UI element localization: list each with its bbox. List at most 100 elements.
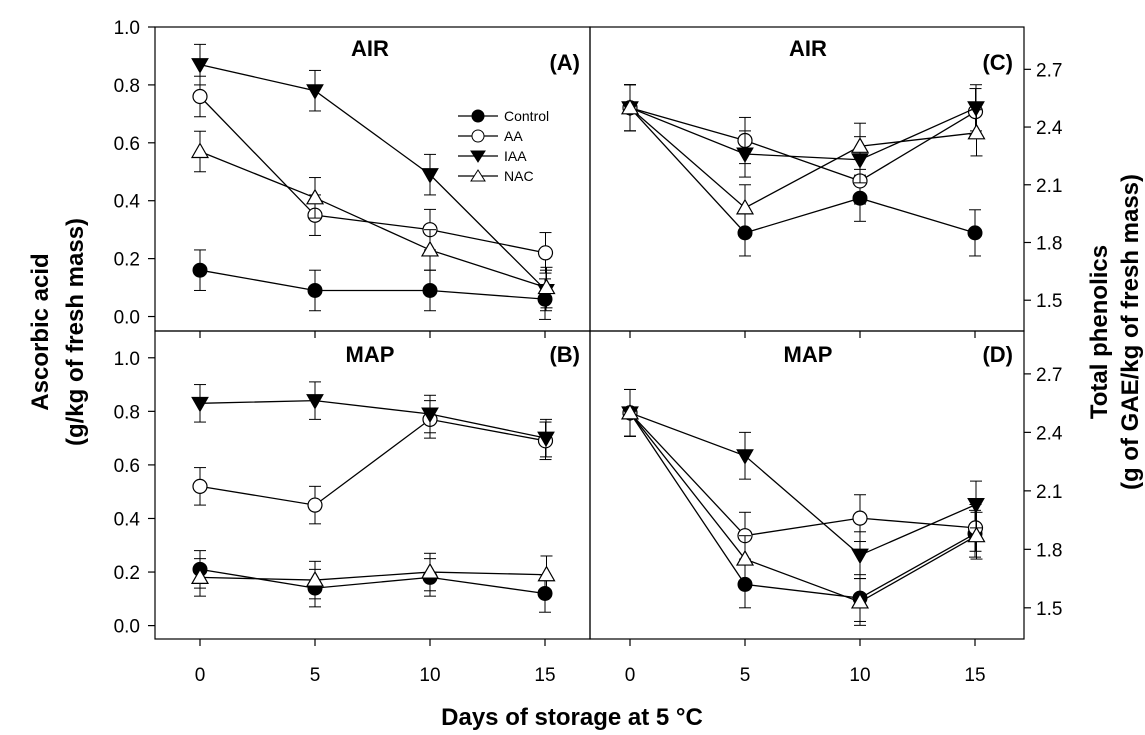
y-axis-label-left-line1: Ascorbic acid [27, 253, 54, 410]
panel-a-series-iaa-line [199, 64, 547, 291]
panel-b-label: (B) [549, 342, 580, 367]
panel-b-series-nac-point-3 [537, 565, 556, 582]
panel-b-ytick-label-0-8: 0.8 [114, 402, 140, 423]
panel-a-series-control-point-0 [192, 262, 208, 278]
legend-marker-aa [471, 129, 485, 143]
panel-c-ytick-label-1-8: 1.8 [1036, 233, 1062, 254]
panel-c-series-control-point-3 [967, 225, 983, 241]
panel-b-series-iaa-point-1 [306, 394, 324, 410]
legend: Control AA IAA NAC [458, 108, 549, 184]
panel-b-series-iaa-point-2 [421, 407, 439, 424]
panel-b-xtick-label-0: 0 [195, 665, 206, 686]
panel-a-series-aa-point-3 [537, 245, 554, 261]
panel-a-series-iaa-point-0 [191, 58, 209, 74]
panel-d-ytick-label-2-1: 2.1 [1036, 482, 1062, 503]
panel-b-series-aa-point-1 [307, 497, 323, 513]
panel-d-series-iaa-point-3 [967, 497, 985, 514]
y-axis-label-left-line2: (g/kg of fresh mass) [62, 218, 89, 446]
plot-layer: 0.0 0.2 0.4 0.6 0.8 1.0 0.0 0.2 0.4 0.6 0.8 1.0 0 5 10… [114, 18, 1063, 686]
panel-d-xtick-label-5: 5 [740, 665, 751, 686]
panel-b-series-iaa-line [199, 399, 547, 439]
panel-a-ytick-label-1-0: 1.0 [114, 18, 140, 39]
y-axis-label-right-line2: (g of GAE/kg of fresh mass) [1117, 174, 1144, 490]
panel-d-series-nac-point-2 [850, 592, 870, 609]
panel-c-ytick-label-1-5: 1.5 [1036, 291, 1062, 312]
panel-d-series-iaa-point-1 [736, 449, 754, 465]
panel-c-series-aa-line [629, 107, 976, 182]
panel-d-ytick-label-2-4: 2.4 [1036, 423, 1063, 444]
legend-label-control: Control [504, 108, 549, 124]
panel-d-label: (D) [982, 342, 1013, 367]
panel-a-ytick-label-0-0: 0.0 [114, 308, 140, 329]
panel-c-series-nac-line [629, 107, 977, 209]
panel-b-ytick-label-0-2: 0.2 [114, 563, 140, 584]
panel-a-series-aa-line [199, 96, 546, 254]
panel-b-series-iaa-point-3 [537, 431, 555, 448]
panel-c-title: AIR [789, 36, 827, 61]
panel-d-series-nac-line [629, 412, 977, 603]
legend-label-nac: NAC [504, 168, 534, 184]
panel-b-xtick-label-15: 15 [534, 665, 555, 686]
panel-d-series-nac-point-3 [967, 526, 986, 543]
panel-c-series-nac-point-3 [967, 123, 986, 140]
panel-b-series-nac-point-0 [190, 568, 210, 585]
panel-c-ytick-label-2-1: 2.1 [1036, 176, 1062, 197]
panel-a-label: (A) [549, 50, 580, 75]
panel-c-series-iaa-point-1 [736, 147, 754, 163]
panel-a-ytick-label-0-8: 0.8 [114, 76, 140, 97]
panel-b-frame [154, 330, 591, 640]
legend-entry-control: Control [458, 108, 549, 124]
panel-b-ytick-label-0-6: 0.6 [114, 456, 140, 477]
panel-b-series-aa-point-0 [192, 478, 208, 494]
panel-c-frame [589, 26, 1025, 332]
panel-b-series-nac-point-2 [420, 562, 440, 579]
panel-c-ytick-label-2-7: 2.7 [1036, 60, 1062, 81]
panel-b-series-nac-point-1 [305, 570, 325, 587]
legend-label-aa: AA [504, 128, 523, 144]
legend-marker-control [471, 109, 485, 123]
panel-c-ytick-label-2-4: 2.4 [1036, 118, 1063, 139]
legend-label-iaa: IAA [504, 148, 527, 164]
panel-d-series-nac-point-1 [735, 549, 755, 566]
panel-a-series-aa-point-0 [192, 88, 208, 105]
panel-b-title: MAP [346, 342, 395, 367]
panel-d-series-iaa-point-2 [851, 548, 869, 565]
panel-a-series-nac-point-2 [420, 240, 440, 257]
panel-d-series-iaa-line [629, 412, 977, 556]
panel-a-ytick-label-0-4: 0.4 [114, 192, 141, 213]
panel-c-series-nac-point-0 [620, 98, 640, 115]
panel-a-series-control-line [199, 269, 546, 300]
panel-c-label: (C) [982, 50, 1013, 75]
panel-d-frame [589, 330, 1025, 640]
legend-marker-nac [470, 169, 486, 182]
panel-b-xtick-label-10: 10 [419, 665, 440, 686]
panel-a-series-nac-point-0 [190, 142, 210, 159]
panel-a-series-nac-point-3 [537, 278, 556, 295]
y-axis-label-right-line1: Total phenolics [1086, 245, 1113, 419]
panel-d-ytick-label-1-5: 1.5 [1036, 599, 1062, 620]
panel-d-xtick-label-15: 15 [964, 665, 985, 686]
legend-marker-iaa [470, 150, 486, 163]
panel-b-ytick-label-0-0: 0.0 [114, 617, 140, 638]
panel-a-ytick-label-0-6: 0.6 [114, 134, 140, 155]
panel-b-series-aa-line [199, 418, 546, 506]
panel-c-series-control-line [629, 107, 976, 234]
panel-c-series-nac-point-1 [735, 198, 755, 215]
panel-b-ytick-label-1-0: 1.0 [114, 349, 140, 370]
panel-c-series-nac-point-2 [850, 137, 870, 153]
panel-d-series-control-line [629, 412, 976, 599]
panel-a-ytick-label-0-2: 0.2 [114, 250, 140, 271]
panel-a-series-nac-point-1 [305, 188, 325, 205]
panel-d-series-aa-point-2 [852, 510, 868, 526]
panel-b-ytick-label-0-4: 0.4 [114, 509, 141, 530]
panel-b-series-iaa-point-0 [191, 396, 209, 413]
panel-a-series-nac-line [199, 150, 547, 289]
panel-a-series-iaa-point-2 [421, 168, 439, 184]
panel-d-xtick-label-0: 0 [625, 665, 636, 686]
panel-d-title: MAP [784, 342, 833, 367]
panel-a-title: AIR [351, 36, 389, 61]
panel-a-series-control-point-1 [307, 282, 323, 298]
panel-a-series-control-point-2 [422, 282, 438, 298]
panel-b-series-nac-line [199, 571, 547, 581]
